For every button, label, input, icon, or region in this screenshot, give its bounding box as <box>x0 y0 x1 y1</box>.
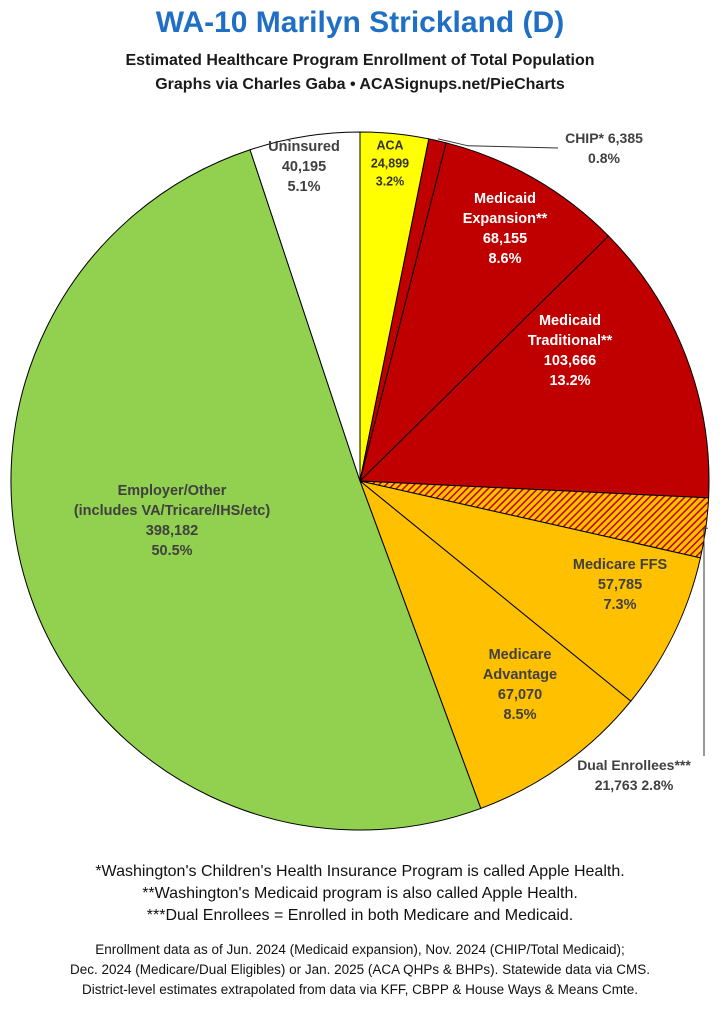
slice-label-uninsured: Uninsured 40,195 5.1% <box>268 139 340 195</box>
slice-label-chip: CHIP* 6,385 0.8% <box>565 130 643 166</box>
pie-slice-employer-other-includes-va-tricare-ihs-etc <box>10 149 482 831</box>
source-line-1: Enrollment data as of Jun. 2024 (Medicai… <box>95 942 625 957</box>
page-title: WA-10 Marilyn Strickland (D) <box>155 6 565 39</box>
slice-label-medicaid-traditional: Medicaid Traditional** 103,666 13.2% <box>528 313 613 389</box>
source-line-3: District-level estimates extrapolated fr… <box>82 982 638 997</box>
pie-slice-medicaid-expansion <box>359 142 610 483</box>
slice-label-aca: ACA 24,899 3.2% <box>371 138 409 188</box>
footnote-medicaid: **Washington's Medicaid program is also … <box>142 885 578 902</box>
slice-label-medicare-advantage: Medicare Advantage 67,070 8.5% <box>483 647 557 723</box>
slice-label-medicaid-expansion: Medicaid Expansion** 68,155 8.6% <box>463 191 548 267</box>
pie-slice-uninsured <box>249 131 361 482</box>
leader-line-dual-enrollees <box>703 527 708 756</box>
pie-slice-medicare-ffs <box>359 480 702 702</box>
pie-chart: ACA 24,899 3.2% CHIP* 6,385 0.8% Medicaid Expa… <box>10 130 710 831</box>
slice-label-medicare-ffs: Medicare FFS 57,785 7.3% <box>573 557 668 613</box>
chart-credit: Graphs via Charles Gaba • ACASignups.net… <box>155 76 565 93</box>
pie-slice-medicaid-traditional <box>358 235 710 499</box>
footnote-dual: ***Dual Enrollees = Enrolled in both Med… <box>146 907 574 924</box>
slice-label-dual-enrollees: Dual Enrollees*** 21,763 2.8% <box>577 757 691 793</box>
pie-slice-medicare-advantage <box>358 479 632 810</box>
footnote-chip: *Washington's Children's Health Insuranc… <box>95 863 625 880</box>
slice-label-employer-other-includes-va-tricare-ihs-etc: Employer/Other (includes VA/Tricare/IHS/e… <box>74 483 271 559</box>
chart-subtitle: Estimated Healthcare Program Enrollment … <box>125 52 595 69</box>
source-line-2: Dec. 2024 (Medicare/Dual Eligibles) or J… <box>70 962 650 977</box>
leader-line-chip <box>437 138 559 149</box>
